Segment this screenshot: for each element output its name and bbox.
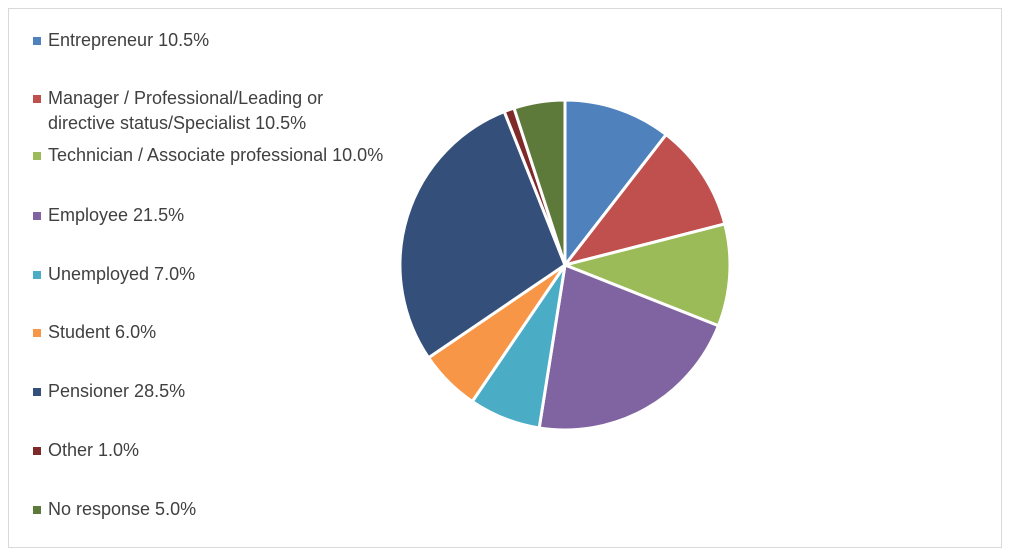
pie-slice-manager <box>563 133 727 267</box>
legend-swatch-manager <box>33 95 41 103</box>
legend-item-employee: Employee 21.5% <box>33 203 393 228</box>
legend-swatch-other <box>33 447 41 455</box>
legend-label-no-response: No response 5.0% <box>48 499 197 519</box>
legend-swatch-employee <box>33 212 41 220</box>
legend-swatch-student <box>33 329 41 337</box>
legend-item-manager: Manager / Professional/Leading or direct… <box>33 86 393 136</box>
pie-slice-no-response <box>512 98 567 267</box>
legend-swatch-technician <box>33 152 41 160</box>
legend-item-student: Student 6.0% <box>33 320 393 345</box>
pie-slice-pensioner <box>398 110 567 360</box>
legend-swatch-entrepreneur <box>33 37 41 45</box>
legend-item-no-response: No response 5.0% <box>33 497 393 522</box>
legend-swatch-pensioner <box>33 388 41 396</box>
legend-swatch-unemployed <box>33 271 41 279</box>
legend-label-manager: Manager / Professional/Leading or direct… <box>48 88 324 133</box>
legend-item-entrepreneur: Entrepreneur 10.5% <box>33 28 393 53</box>
legend-label-unemployed: Unemployed 7.0% <box>48 264 196 284</box>
legend-item-technician: Technician / Associate professional 10.0… <box>33 143 393 168</box>
legend-label-entrepreneur: Entrepreneur 10.5% <box>48 30 210 50</box>
legend-item-other: Other 1.0% <box>33 438 393 463</box>
legend-label-other: Other 1.0% <box>48 440 140 460</box>
legend-swatch-no-response <box>33 506 41 514</box>
legend-label-employee: Employee 21.5% <box>48 205 185 225</box>
pie-slice-employee <box>537 263 720 432</box>
legend-label-pensioner: Pensioner 28.5% <box>48 381 186 401</box>
legend-label-technician: Technician / Associate professional 10.0… <box>48 145 384 165</box>
pie-slice-entrepreneur <box>563 98 668 267</box>
legend-item-unemployed: Unemployed 7.0% <box>33 262 393 287</box>
pie-slice-technician <box>563 222 732 328</box>
legend-label-student: Student 6.0% <box>48 322 157 342</box>
legend-item-pensioner: Pensioner 28.5% <box>33 379 393 404</box>
